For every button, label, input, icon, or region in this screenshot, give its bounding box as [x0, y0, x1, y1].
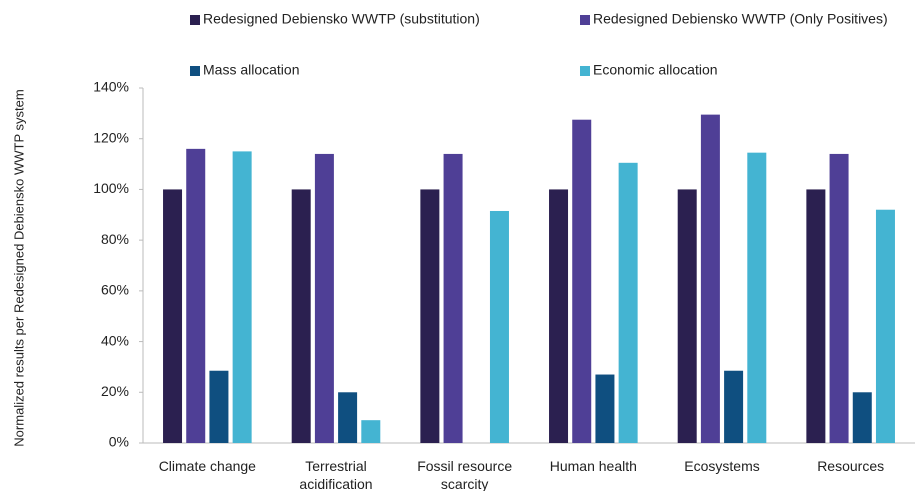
bar	[443, 153, 463, 443]
bar	[677, 189, 697, 443]
x-tick-label: Fossil resource scarcity	[417, 458, 513, 491]
bar	[572, 119, 592, 444]
bar	[700, 114, 720, 443]
bar	[361, 420, 381, 443]
bar	[875, 209, 895, 443]
y-tick-label: 60%	[101, 282, 129, 298]
x-tick-label: Ecosystems	[684, 458, 760, 474]
bar	[291, 189, 311, 443]
bar	[420, 189, 440, 443]
bar	[852, 392, 872, 443]
legend-label: Redesigned Debiensko WWTP (substitution)	[203, 11, 480, 27]
bar	[747, 152, 767, 444]
x-tick-label: Resources	[817, 458, 885, 474]
y-axis-label: Normalized results per Redesigned Debien…	[11, 89, 26, 446]
bar	[314, 153, 334, 443]
x-tick-label: Human health	[549, 458, 637, 474]
y-tick-label: 140%	[93, 79, 129, 95]
bar	[618, 162, 638, 443]
legend-label: Redesigned Debiensko WWTP (Only Positive…	[593, 11, 888, 27]
x-tick-label: Climate change	[158, 458, 256, 474]
bar	[595, 374, 615, 443]
bar	[338, 392, 358, 443]
bar	[232, 151, 252, 443]
legend-label: Economic allocation	[593, 62, 718, 78]
x-tick-label: Terrestrial acidification	[299, 458, 373, 491]
y-tick-label: 40%	[101, 332, 129, 348]
legend-swatch	[580, 15, 590, 25]
legend-swatch	[190, 66, 200, 76]
legend-swatch	[580, 66, 590, 76]
y-tick-label: 100%	[93, 180, 129, 196]
legend-swatch	[190, 15, 200, 25]
bar	[209, 370, 229, 443]
bar	[806, 189, 826, 443]
bar	[186, 148, 206, 443]
bar	[163, 189, 183, 443]
legend-label: Mass allocation	[203, 62, 300, 78]
bar	[489, 210, 509, 443]
bar	[829, 153, 849, 443]
bar	[724, 370, 744, 443]
y-tick-label: 120%	[93, 129, 129, 145]
y-tick-label: 0%	[109, 434, 129, 450]
y-tick-label: 20%	[101, 383, 129, 399]
bar	[549, 189, 569, 443]
y-tick-label: 80%	[101, 231, 129, 247]
